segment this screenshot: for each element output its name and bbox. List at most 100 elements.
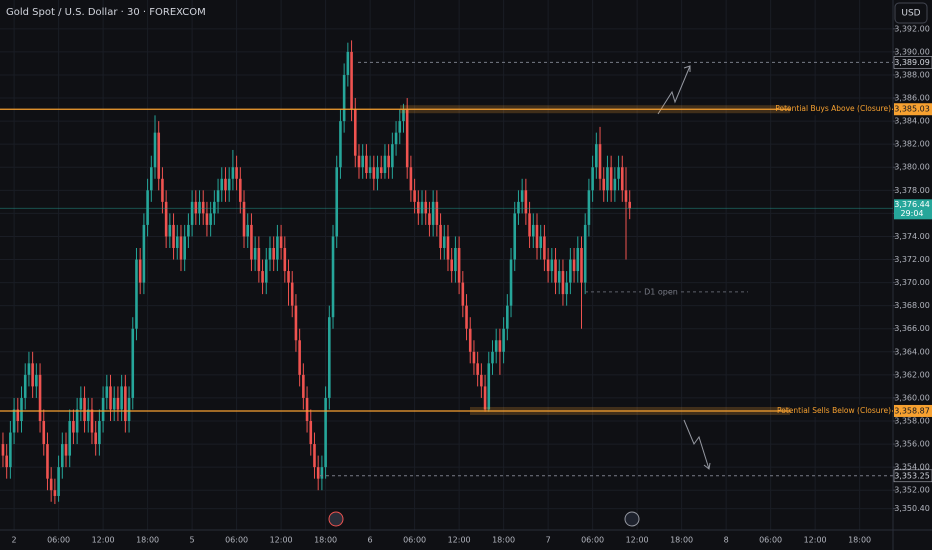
dashed-level-tag [893, 56, 932, 69]
candle-body [487, 363, 491, 410]
y-tick-label: 3,392.00 [894, 24, 930, 33]
currency-button[interactable] [894, 2, 928, 24]
candle-body [454, 247, 457, 272]
candle-body [298, 340, 301, 375]
currency-label[interactable]: USD [901, 9, 920, 19]
candle-body [302, 374, 305, 398]
candle-body [23, 374, 27, 398]
y-tick-label: 3,366.00 [894, 324, 930, 333]
candle-body [591, 167, 594, 191]
arrow-up [657, 65, 691, 115]
candle-body [287, 271, 290, 283]
x-tick-label: 2 [12, 536, 17, 545]
candle-body [20, 397, 23, 422]
candle-body [105, 386, 109, 398]
event-icon[interactable] [328, 511, 344, 527]
candle-body [572, 259, 576, 272]
candle-body [365, 155, 368, 174]
level-name-bg [791, 103, 892, 116]
candle-body [49, 478, 53, 491]
candle-body [606, 167, 609, 191]
candle-body [86, 409, 90, 422]
candle-body [598, 144, 602, 179]
candle-body [120, 386, 123, 410]
candle-body [46, 444, 49, 479]
candle-body [283, 247, 287, 272]
x-tick-label: 12:00 [92, 536, 115, 545]
chart-title: Gold Spot / U.S. Dollar · 30 · FOREXCOM [6, 7, 206, 18]
candle-body [543, 236, 546, 260]
candle-body [565, 282, 568, 295]
candle-body [190, 201, 194, 225]
candle-body [27, 363, 31, 375]
candle-body [198, 201, 201, 214]
candle-body [550, 259, 554, 272]
candle-body [31, 363, 34, 387]
candle-body [361, 155, 364, 168]
candle-body [75, 409, 79, 433]
event-icon[interactable] [624, 511, 640, 527]
candle-body [253, 247, 257, 260]
candle-body [116, 397, 120, 410]
x-tick-label: 12:00 [448, 536, 471, 545]
candle-body [413, 190, 416, 202]
candle-body [101, 397, 105, 422]
candle-body [264, 259, 268, 283]
candle-body [172, 224, 175, 248]
candle-body [98, 421, 101, 445]
level-name: Potential Sells Below (Closure) [777, 406, 891, 415]
candle-body [528, 213, 531, 237]
y-tick-label: 3,364.00 [894, 347, 930, 356]
candle-body [569, 259, 572, 283]
x-tick-label: 06:00 [225, 536, 248, 545]
candle-body [309, 421, 313, 445]
candle-body [420, 201, 424, 214]
candle-body [153, 132, 157, 168]
candle-body [12, 409, 16, 433]
candle-body [61, 444, 64, 468]
candle-body [109, 386, 112, 410]
candle-body [520, 190, 524, 202]
candle-body [368, 167, 372, 174]
candle-body [539, 236, 542, 248]
candle-body [1, 444, 5, 456]
candle-body [16, 409, 20, 422]
x-tick-label: 06:00 [47, 536, 70, 545]
x-tick-label: 7 [546, 536, 551, 545]
level-price-tag [894, 404, 932, 417]
candle-body [613, 178, 617, 191]
candle-body [64, 444, 68, 456]
y-tick-label: 3,390.00 [894, 47, 930, 56]
candle-body [557, 271, 561, 283]
x-tick-label: 06:00 [759, 536, 782, 545]
candle-body [250, 224, 253, 260]
candle-body [272, 247, 275, 260]
candle-body [216, 190, 220, 202]
x-tick-label: 6 [368, 536, 373, 545]
x-tick-label: 5 [190, 536, 195, 545]
candle-body [268, 247, 272, 260]
candle-body [379, 167, 383, 174]
candle-body [150, 167, 153, 191]
y-tick-label: 3,378.00 [894, 186, 930, 195]
candle-body [257, 247, 261, 272]
y-tick-label: 3,384.00 [894, 117, 930, 126]
candle-body [209, 213, 212, 225]
candle-body [231, 167, 235, 179]
x-tick-label: 06:00 [403, 536, 426, 545]
candle-body [339, 121, 342, 168]
candle-body [387, 155, 390, 168]
candle-body [506, 305, 509, 329]
candle-body [213, 201, 216, 214]
candle-body [127, 397, 131, 422]
candle-body [187, 224, 190, 237]
candle-body [491, 351, 494, 364]
candle-body [246, 224, 250, 237]
candle-body [90, 409, 94, 433]
candle-body [161, 178, 164, 202]
candle-body [79, 397, 83, 410]
candle-body [328, 317, 331, 398]
candle-body [57, 467, 60, 496]
candle-body [628, 201, 631, 209]
